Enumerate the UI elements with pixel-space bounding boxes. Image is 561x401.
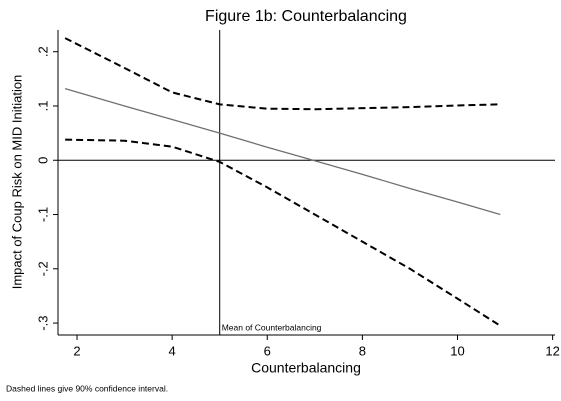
y-tick-label: .1 xyxy=(35,101,50,112)
confidence-line xyxy=(65,138,501,327)
y-tick-label: .2 xyxy=(35,46,50,57)
x-tick-label: 8 xyxy=(359,343,366,358)
y-axis-label: Impact of Coup Risk on MID Initiation xyxy=(9,75,24,290)
footnote: Dashed lines give 90% confidence interva… xyxy=(6,383,168,393)
y-tick-label: -.2 xyxy=(35,261,50,276)
chart-title: Figure 1b: Counterbalancing xyxy=(205,8,407,25)
confidence-line xyxy=(64,37,501,111)
x-tick-label: 2 xyxy=(73,343,80,358)
x-tick-label: 4 xyxy=(169,343,176,358)
mean-label: Mean of Counterbalancing xyxy=(222,322,322,332)
x-axis-label: Counterbalancing xyxy=(251,360,361,376)
fitted-line xyxy=(64,87,501,216)
y-tick-label: 0 xyxy=(35,157,50,164)
y-tick-label: -.3 xyxy=(35,315,50,330)
x-tick-label: 6 xyxy=(264,343,271,358)
x-tick-label: 10 xyxy=(450,343,464,358)
y-tick-label: -.1 xyxy=(35,207,50,222)
x-tick-label: 12 xyxy=(545,343,559,358)
